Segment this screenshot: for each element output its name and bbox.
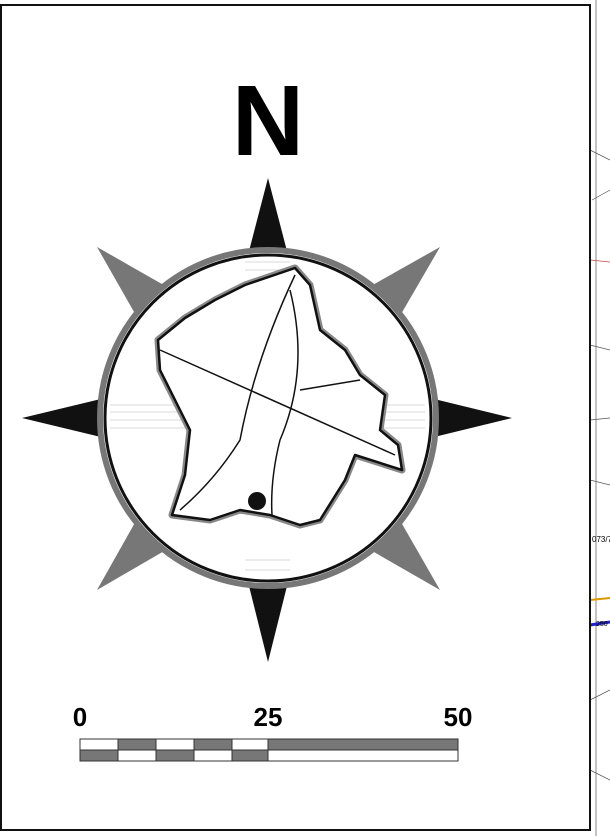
edge-text: 073/7 bbox=[592, 535, 610, 544]
scale-label: 25 bbox=[254, 702, 283, 732]
district-outline bbox=[156, 266, 404, 527]
edge-text: 250 bbox=[596, 621, 608, 628]
scale-label: 50 bbox=[444, 702, 473, 732]
compass-cardinals bbox=[22, 178, 512, 662]
town-marker bbox=[248, 492, 266, 510]
north-label: N bbox=[232, 65, 304, 177]
cad-strip bbox=[589, 0, 610, 836]
frame bbox=[0, 4, 591, 831]
scale-label: 0 bbox=[73, 702, 87, 732]
roads bbox=[159, 274, 396, 516]
scale-bar bbox=[79, 738, 459, 762]
